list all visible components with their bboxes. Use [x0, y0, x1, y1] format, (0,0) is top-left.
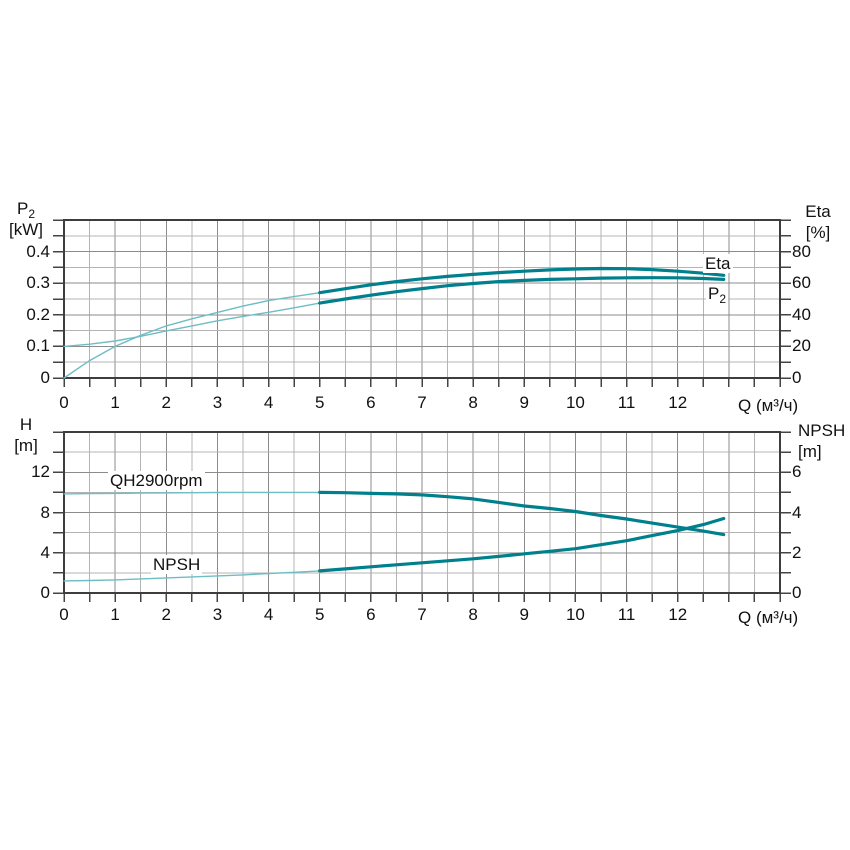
left-axis-quantity: H [19, 415, 33, 434]
right-tick-label: 0 [792, 368, 802, 387]
head-npsh-chart-border [63, 431, 781, 594]
right-tick-label: 80 [792, 241, 811, 261]
left-tick-label: 0.2 [26, 304, 50, 324]
p2-curve-label: P2 [706, 284, 729, 306]
left-tick-label: 0.3 [26, 273, 50, 293]
right-tick-label: 4 [792, 502, 802, 522]
x-tick-label: 0 [59, 393, 69, 412]
left-tick-label: 4 [40, 542, 50, 562]
right-tick-label: 0 [792, 583, 802, 602]
left-tick-label: 0 [40, 368, 50, 387]
top-chart-x-axis-title: Q (м³/ч) [738, 396, 799, 415]
x-tick-label: 3 [212, 605, 223, 624]
npsh-curve [63, 516, 726, 582]
x-tick-label: 9 [519, 393, 530, 412]
eta-curve [63, 266, 726, 379]
right-tick-label: 2 [792, 542, 802, 562]
x-tick-label: 10 [565, 605, 585, 624]
x-tick-label: 10 [565, 393, 585, 412]
x-tick-label: 0 [59, 605, 69, 624]
x-tick-label: 11 [617, 393, 636, 412]
x-tick-label: 2 [161, 393, 172, 412]
x-tick-label: 4 [263, 605, 274, 624]
x-tick-label: 5 [314, 393, 325, 412]
x-tick-label: 1 [110, 605, 120, 624]
left-tick-label: 0.4 [26, 241, 50, 261]
left-tick-label: 8 [40, 502, 50, 522]
power-efficiency-chart-border [63, 219, 781, 379]
x-tick-label: 6 [366, 605, 376, 624]
right-tick-label: 6 [792, 462, 802, 482]
top-chart-left-axis-title: P2 [kW] [2, 198, 50, 240]
x-tick-label: 7 [417, 605, 427, 624]
left-axis-quantity: P2 [16, 199, 36, 221]
x-tick-label: 12 [668, 393, 688, 412]
power-efficiency-chart-ticks [53, 219, 791, 387]
eta-curve-label: Eta [703, 254, 733, 273]
left-tick-label: 0.1 [26, 336, 50, 356]
x-tick-label: 6 [366, 393, 376, 412]
right-axis-unit: [m] [798, 442, 822, 461]
x-tick-label: 1 [110, 393, 120, 412]
p2-curve [63, 276, 726, 348]
x-tick-label: 3 [212, 393, 223, 412]
right-tick-label: 60 [792, 273, 811, 293]
head-npsh-chart-ticks [53, 431, 791, 602]
qh2900rpm-curve-label: QH2900rpm [108, 471, 205, 490]
left-tick-label: 12 [31, 462, 50, 482]
x-tick-label: 11 [617, 605, 636, 624]
left-axis-unit: [kW] [9, 220, 43, 239]
right-tick-label: 20 [792, 336, 811, 356]
top-chart-right-axis-title: Eta [%] [792, 201, 844, 243]
x-tick-label: 9 [519, 605, 530, 624]
right-axis-unit: [%] [805, 223, 831, 242]
x-tick-label: 7 [417, 393, 427, 412]
power-efficiency-chart-grid [64, 220, 780, 378]
x-tick-label: 12 [668, 605, 688, 624]
right-tick-label: 40 [792, 304, 811, 324]
bottom-chart-right-axis-title: NPSH [m] [792, 420, 850, 462]
x-tick-label: 5 [314, 605, 325, 624]
right-axis-quantity: NPSH [798, 421, 846, 440]
x-tick-label: 8 [468, 393, 478, 412]
bottom-chart-x-axis-title: Q (м³/ч) [738, 608, 799, 627]
left-axis-unit: [m] [14, 436, 38, 455]
bottom-chart-left-axis-title: H [m] [2, 414, 50, 456]
x-tick-label: 4 [263, 393, 274, 412]
npsh-curve-label: NPSH [151, 555, 203, 574]
x-tick-label: 2 [161, 605, 172, 624]
right-axis-quantity: Eta [805, 202, 831, 221]
left-tick-label: 0 [40, 583, 50, 602]
qh2900rpm-curve [63, 490, 726, 537]
x-tick-label: 8 [468, 605, 478, 624]
